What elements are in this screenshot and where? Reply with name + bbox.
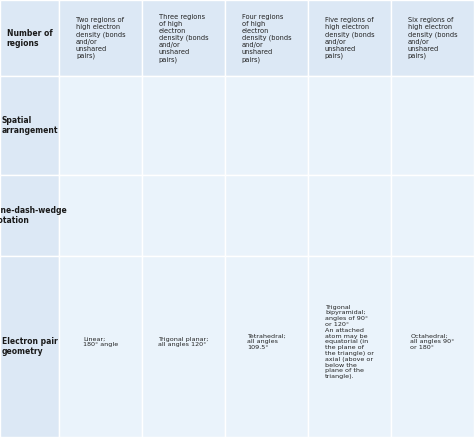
Text: F: F (430, 243, 435, 251)
Ellipse shape (259, 131, 274, 169)
Text: 90°: 90° (450, 86, 462, 92)
Text: H: H (180, 183, 187, 193)
Text: Three regions
of high
electron
density (bonds
and/or
unshared
pairs): Three regions of high electron density (… (159, 14, 209, 63)
Ellipse shape (176, 81, 191, 122)
Ellipse shape (230, 117, 263, 135)
Text: B: B (180, 210, 187, 220)
Text: 120°: 120° (343, 156, 360, 161)
Text: Two regions of
high electron
density (bonds
and/or
unshared
pairs): Two regions of high electron density (bo… (76, 17, 126, 59)
Text: Be: Be (94, 210, 107, 220)
Text: Four regions
of high
electron
density (bonds
and/or
unshared
pairs): Four regions of high electron density (b… (242, 14, 292, 63)
Text: F: F (374, 227, 380, 236)
Ellipse shape (426, 135, 439, 169)
Ellipse shape (354, 103, 380, 125)
Ellipse shape (354, 127, 380, 149)
Text: 90°: 90° (367, 86, 379, 92)
Ellipse shape (426, 82, 439, 116)
Ellipse shape (438, 132, 460, 158)
Text: H: H (204, 227, 212, 237)
Text: Octahedral;
all angles 90°
or 180°: Octahedral; all angles 90° or 180° (410, 334, 455, 350)
Text: Electron pair
geometry: Electron pair geometry (2, 336, 57, 356)
Ellipse shape (151, 125, 182, 151)
Text: Trigonal
bipyramidal;
angles of 90°
or 120°
An attached
atom may be
equatorial (: Trigonal bipyramidal; angles of 90° or 1… (325, 305, 374, 379)
Text: F: F (374, 194, 380, 203)
Text: C: C (263, 208, 270, 218)
Ellipse shape (63, 115, 98, 136)
Ellipse shape (405, 93, 428, 119)
Text: Line-dash-wedge
notation: Line-dash-wedge notation (0, 205, 66, 225)
Text: Number of
regions: Number of regions (7, 28, 53, 48)
Text: F: F (404, 194, 409, 203)
Text: H: H (289, 208, 297, 218)
Text: H: H (241, 231, 248, 241)
Ellipse shape (343, 80, 356, 115)
Text: 180°: 180° (113, 100, 131, 109)
Ellipse shape (259, 82, 274, 121)
Text: 90°: 90° (451, 156, 463, 161)
Text: 120°: 120° (201, 82, 219, 91)
Ellipse shape (396, 118, 424, 133)
Text: H: H (267, 236, 274, 246)
Text: 109.5°: 109.5° (231, 80, 255, 86)
Text: Spatial
arrangement: Spatial arrangement (1, 116, 58, 135)
Text: Six regions of
high electron
density (bonds
and/or
unshared
pairs): Six regions of high electron density (bo… (408, 17, 457, 59)
Text: F: F (347, 242, 352, 250)
Ellipse shape (315, 118, 344, 133)
Ellipse shape (441, 118, 469, 133)
Text: H: H (67, 210, 74, 220)
Text: Five regions of
high electron
density (bonds
and/or
unshared
pairs): Five regions of high electron density (b… (325, 17, 374, 59)
Ellipse shape (103, 115, 139, 136)
Ellipse shape (271, 117, 303, 135)
Text: H: H (155, 227, 163, 237)
Text: F: F (347, 180, 352, 189)
Text: F: F (404, 227, 409, 236)
Ellipse shape (343, 136, 356, 171)
Text: Tetrahedral;
all angles
109.5°: Tetrahedral; all angles 109.5° (247, 334, 286, 350)
Text: H: H (128, 210, 135, 220)
Text: Trigonal planar;
all angles 120°: Trigonal planar; all angles 120° (158, 336, 209, 347)
Text: F: F (457, 227, 463, 236)
Text: F: F (317, 211, 322, 220)
Text: F: F (457, 194, 463, 203)
Text: P: P (346, 210, 353, 220)
Text: S: S (429, 210, 436, 220)
Ellipse shape (186, 125, 217, 151)
Text: H: H (263, 183, 270, 193)
Text: F: F (430, 179, 435, 188)
Text: Linear;
180° angle: Linear; 180° angle (83, 336, 118, 347)
